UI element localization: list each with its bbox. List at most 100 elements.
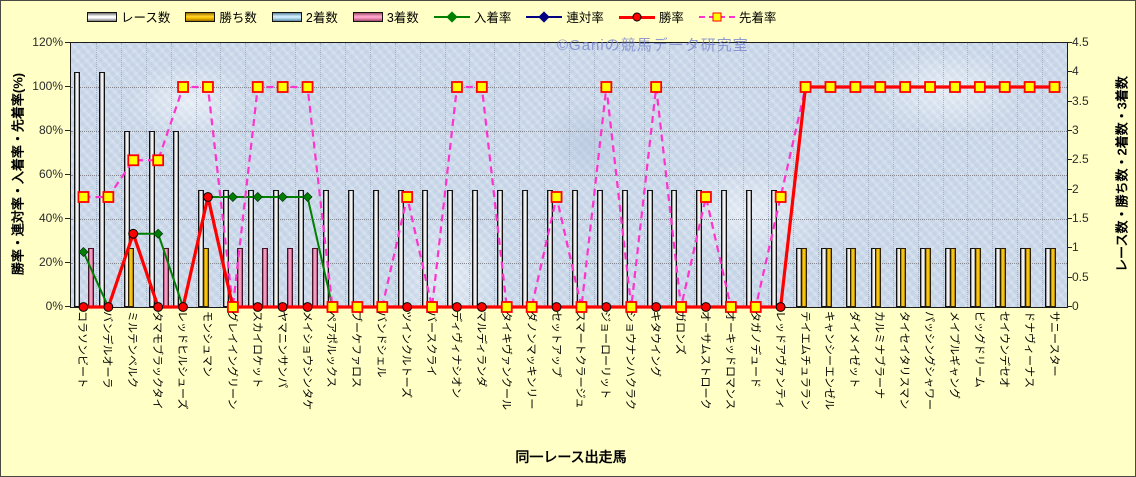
ytick-left-80%: 80% [38,123,63,137]
x-label-24: ガロンズ [674,311,687,355]
vgrid-39 [1042,43,1044,307]
marker-ahead_rate-21 [600,81,613,93]
bar-races-2 [123,131,130,307]
x-label-20: スマートクラージュ [574,311,587,409]
marker-ahead_rate-15 [451,81,463,93]
marker-ahead_rate-9 [301,81,314,93]
x-label-11: ブーケファロス [350,311,363,388]
x-label-29: テイエムチュララン [798,311,811,410]
vgrid-27 [743,43,745,307]
marker-win_rate-23 [651,302,662,312]
ytick-right-1.5: 1.5 [1072,211,1089,225]
vgrid-25 [693,43,695,307]
vgrid-10 [320,43,321,307]
vgrid-19 [544,43,546,307]
ytick-right-3.5: 3.5 [1072,93,1089,108]
marker-ahead_rate-34 [924,81,936,93]
marker-ahead_rate-19 [550,191,563,203]
marker-ahead_rate-5 [202,81,214,93]
x-label-38: ドナヴィーナス [1022,311,1035,388]
vgrid-38 [1017,43,1019,307]
marker-ahead_rate-23 [650,81,663,93]
marker-ahead_rate-28 [774,191,787,203]
x-label-14: バースクライ [425,311,438,377]
bar-races-3 [148,131,155,307]
marker-ahead_rate-36 [973,81,986,93]
marker-place_rate-9 [302,192,313,202]
ytick-right-2.5: 2.5 [1072,152,1089,167]
bar-wins-29 [800,248,807,307]
marker-ahead_rate-4 [177,81,189,93]
legend-item-7: 先着率 [698,7,777,26]
x-label-37: セイウンデセオ [997,311,1010,388]
legend: レース数 勝ち数 2着数 3着数 入着率 連対率 勝率 先着率 [87,7,776,26]
legend-item-1: 勝ち数 [185,7,257,26]
vgrid-13 [394,43,396,307]
legend-item-label-6: 勝率 [658,11,684,25]
tickmark-right-0 [1067,42,1072,43]
marker-ahead_rate-32 [874,81,887,93]
x-label-3: タマモブラックタイ [151,311,164,410]
ytick-right-4.5: 4.5 [1072,35,1089,49]
legend-item-6: 勝率 [618,7,684,26]
marker-ahead_rate-14 [426,301,438,313]
vgrid-36 [967,43,969,307]
marker-ahead_rate-39 [1048,81,1061,93]
marker-win_rate-21 [601,302,612,312]
tickmark-left-6 [65,306,70,307]
x-axis-title: 同一レース出走馬 [515,449,627,465]
ytick-left-0%: 0% [45,299,63,313]
bar-wins-35 [950,248,957,307]
x-label-8: ヤマニンサンパ [275,311,288,388]
x-label-30: キャンシーエンゼル [823,311,836,410]
legend-item-label-0: レース数 [121,11,171,25]
vgrid-20 [569,43,570,307]
legend-item-4: 入着率 [433,7,511,26]
x-label-4: レッドヒルシューズ [176,311,189,410]
legend-item-label-3: 3着数 [386,11,419,25]
ytick-right-1: 1 [1072,240,1079,255]
bar-wins-37 [999,248,1006,307]
legend-marker-6 [632,12,642,21]
marker-win_rate-4 [178,302,188,312]
vgrid-4 [170,43,172,307]
vgrid-11 [344,43,346,307]
vgrid-15 [444,43,446,307]
marker-ahead_rate-31 [849,81,862,93]
marker-ahead_rate-26 [724,301,737,313]
tickmark-right-6 [1067,218,1072,219]
vgrid-28 [768,43,770,307]
bar-wins-39 [1049,248,1056,307]
line-series-layer [77,81,1061,313]
bar-races-6 [223,189,230,307]
vgrid-2 [120,43,122,307]
x-label-19: セットアップ [549,311,562,377]
ytick-left-40%: 40% [38,211,63,225]
x-label-9: メイショウシンタケ [300,311,313,410]
tickmark-right-9 [1067,306,1072,307]
marker-ahead_rate-2 [127,154,140,167]
x-label-5: モンシュマン [200,311,213,377]
x-label-0: コラソンビート [76,311,89,388]
right-axis-title: レース数・勝ち数・2着数・3着数 [1114,76,1130,272]
bar-races-5 [198,189,205,307]
legend-item-label-7: 先着率 [738,11,777,25]
vgrid-6 [220,43,222,307]
line-win_rate [83,85,1055,309]
vgrid-33 [892,43,894,307]
vgrid-16 [469,43,471,307]
ytick-right-0: 0 [1072,299,1079,313]
vgrid-8 [270,43,272,307]
marker-ahead_rate-11 [351,301,364,313]
marker-win_rate-0 [78,302,89,312]
marker-ahead_rate-16 [475,81,488,93]
marker-ahead_rate-3 [152,154,165,167]
bar-wins-38 [1024,248,1031,307]
marker-ahead_rate-30 [824,81,837,93]
tickmark-left-1 [65,86,70,87]
tickmark-left-0 [65,42,70,43]
marker-ahead_rate-33 [899,81,912,93]
x-label-21: ジョーローリット [599,311,612,399]
tickmark-left-3 [65,174,70,175]
vgrid-29 [793,43,795,307]
